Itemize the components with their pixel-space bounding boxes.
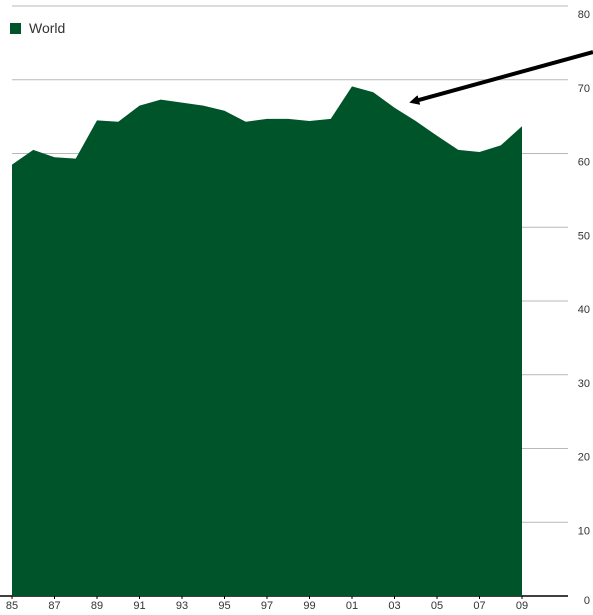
y-axis: 0 10 20 30 40 50 60 70 80 xyxy=(578,9,590,607)
x-tick-label-03: 03 xyxy=(388,600,400,612)
y-tick-label-40: 40 xyxy=(578,304,590,316)
annotation-arrow xyxy=(409,50,593,105)
annotation xyxy=(409,50,593,105)
x-tick-label-05: 05 xyxy=(431,600,443,612)
y-tick-label-0: 0 xyxy=(584,595,590,607)
x-tick-label-09: 09 xyxy=(516,600,528,612)
legend-swatch-world xyxy=(10,22,21,34)
area-series-world xyxy=(12,86,522,596)
x-tick-label-01: 01 xyxy=(346,600,358,612)
y-tick-label-80: 80 xyxy=(578,9,590,21)
y-tick-label-10: 10 xyxy=(578,525,590,537)
legend-label-world: World xyxy=(29,20,66,36)
x-tick-label-87: 87 xyxy=(48,600,60,612)
x-tick-label-85: 85 xyxy=(6,600,18,612)
y-tick-label-30: 30 xyxy=(578,378,590,390)
x-tick-label-95: 95 xyxy=(218,600,230,612)
x-tick-label-97: 97 xyxy=(261,600,273,612)
y-tick-label-70: 70 xyxy=(578,83,590,95)
x-tick-label-07: 07 xyxy=(473,600,485,612)
x-tick-label-91: 91 xyxy=(133,600,145,612)
x-axis: 85 87 89 91 93 95 97 99 01 03 05 07 09 xyxy=(6,596,528,612)
x-tick-label-89: 89 xyxy=(91,600,103,612)
x-tick-label-93: 93 xyxy=(176,600,188,612)
y-tick-label-20: 20 xyxy=(578,452,590,464)
y-tick-label-50: 50 xyxy=(578,230,590,242)
legend: World xyxy=(10,20,65,36)
x-tick-label-99: 99 xyxy=(303,600,315,612)
y-tick-label-60: 60 xyxy=(578,157,590,169)
plot-area xyxy=(11,86,523,596)
